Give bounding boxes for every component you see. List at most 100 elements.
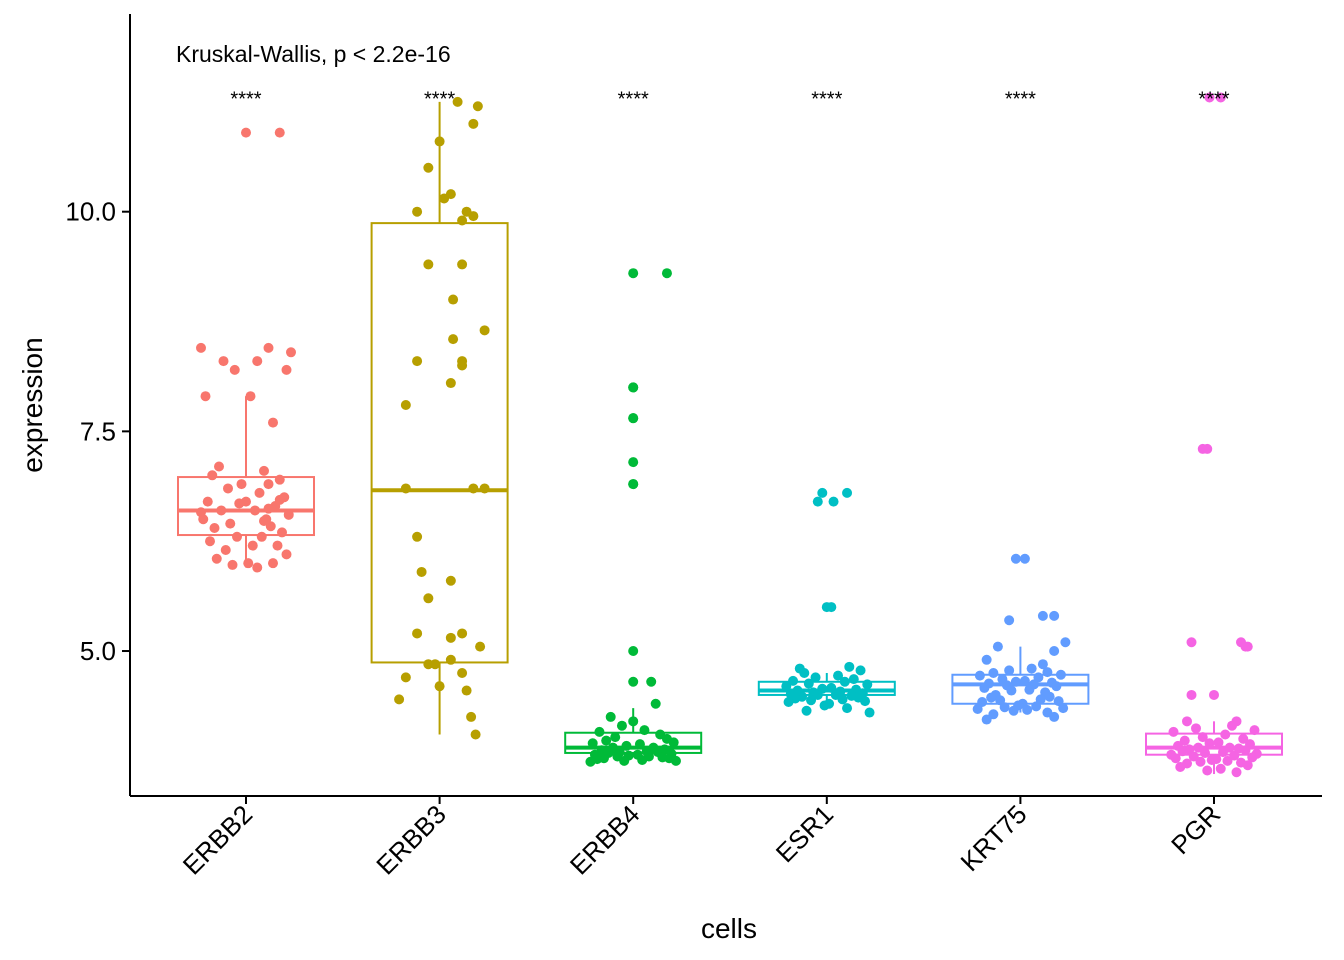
data-point (1019, 553, 1030, 564)
data-point (200, 391, 211, 402)
box-body (757, 680, 896, 696)
data-point (799, 667, 810, 678)
data-point (1218, 747, 1228, 758)
data-point (434, 681, 445, 692)
y-axis-title: expression (17, 337, 48, 472)
data-point (1049, 711, 1060, 722)
data-point (209, 523, 220, 534)
data-point (220, 544, 231, 555)
data-point (252, 356, 263, 367)
annotation-layer: Kruskal-Wallis, p < 2.2e-16 cells expres… (17, 41, 757, 944)
data-point (472, 101, 483, 112)
data-point (1004, 665, 1015, 676)
data-point (810, 672, 821, 683)
data-point (842, 487, 853, 498)
data-point (628, 716, 639, 727)
data-point (862, 679, 873, 690)
data-point (1193, 742, 1204, 753)
data-point (263, 479, 274, 490)
data-point (646, 676, 657, 687)
data-point (848, 674, 859, 685)
data-point (628, 413, 639, 424)
data-point (1240, 641, 1251, 652)
data-point (1204, 738, 1215, 749)
data-point (1240, 745, 1251, 756)
data-point (585, 756, 596, 767)
data-point (412, 356, 423, 367)
data-point (844, 661, 855, 672)
data-point (634, 739, 645, 750)
data-point (1242, 760, 1253, 771)
axes-layer (129, 14, 1322, 797)
data-point (394, 694, 405, 705)
data-point (247, 540, 258, 551)
data-point (205, 536, 215, 547)
data-point (243, 558, 254, 569)
data-point (457, 215, 468, 226)
data-point (610, 732, 621, 743)
data-point (468, 211, 479, 222)
data-point (650, 698, 661, 709)
data-point (412, 531, 423, 542)
data-point (196, 342, 206, 353)
x-axis-title: cells (701, 913, 757, 944)
data-point (245, 391, 256, 402)
data-point (216, 505, 227, 516)
data-point (227, 559, 238, 570)
data-point (1022, 704, 1033, 715)
data-point (277, 527, 287, 538)
x-tick-label: ESR1 (770, 799, 839, 868)
box-layer (177, 101, 1283, 775)
data-point (981, 714, 992, 725)
data-point (416, 566, 427, 577)
data-point (250, 505, 260, 516)
data-point (470, 729, 481, 740)
data-point (1200, 747, 1210, 758)
data-point (265, 521, 276, 532)
data-point (1060, 637, 1071, 648)
data-point (1204, 92, 1215, 103)
data-point (1019, 675, 1030, 686)
data-point (1037, 659, 1048, 670)
data-point (839, 676, 850, 687)
data-point (670, 755, 681, 766)
data-point (263, 342, 274, 353)
data-point (256, 531, 267, 542)
data-point (1197, 732, 1208, 743)
data-point (605, 711, 616, 722)
data-point (263, 503, 274, 514)
significance-label: **** (1005, 88, 1036, 110)
data-point (412, 206, 423, 217)
data-point (621, 740, 632, 751)
data-point (668, 737, 679, 748)
data-point (1247, 752, 1258, 763)
data-point (457, 259, 468, 270)
data-point (1182, 716, 1192, 727)
data-point (639, 725, 650, 736)
data-point (817, 487, 828, 498)
significance-label: **** (618, 88, 649, 110)
data-point (860, 696, 871, 707)
data-point (272, 540, 283, 551)
y-tick-label: 10.0 (65, 197, 116, 227)
data-point (1010, 676, 1021, 687)
data-point (400, 483, 411, 494)
data-point (619, 755, 630, 766)
data-point (1215, 92, 1226, 103)
data-point (232, 531, 242, 542)
data-point (986, 692, 997, 703)
data-point (1202, 443, 1213, 454)
data-point (628, 268, 639, 279)
data-point (1168, 726, 1179, 737)
data-point (1213, 737, 1224, 748)
data-point (1229, 750, 1240, 761)
data-point (801, 705, 812, 716)
data-point (1004, 615, 1015, 626)
data-point (286, 347, 296, 358)
data-point (1227, 720, 1237, 731)
data-point (223, 483, 233, 494)
data-point (400, 672, 411, 683)
data-point (1044, 691, 1055, 702)
data-point (211, 553, 222, 564)
data-point (254, 487, 265, 498)
